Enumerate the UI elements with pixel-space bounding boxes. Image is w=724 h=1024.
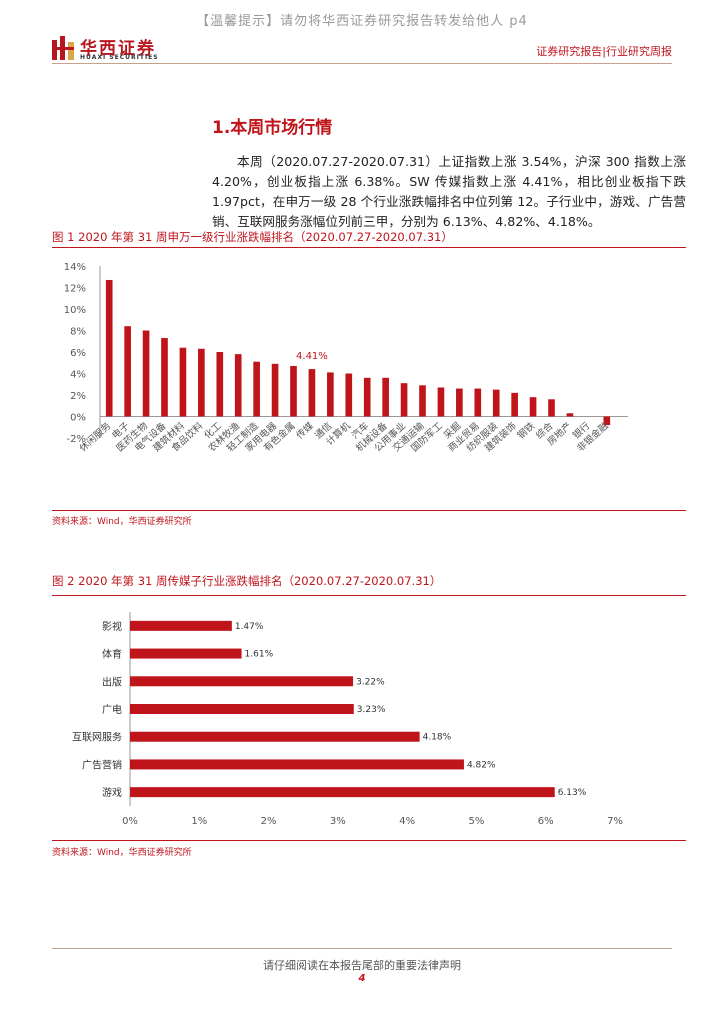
bar-4 (161, 338, 168, 417)
bar-22 (492, 389, 500, 417)
x-tick-label: 3% (330, 816, 346, 827)
bar-16 (382, 377, 389, 417)
x-tick-label: 1% (191, 816, 207, 827)
figure2-caption: 图 2 2020 年第 31 周传媒子行业涨跌幅排名（2020.07.27-20… (52, 574, 442, 588)
bar-7 (130, 787, 555, 798)
category-label: 游戏 (102, 786, 122, 799)
category-label: 互联网服务 (72, 731, 122, 744)
page-number: 4 (358, 973, 366, 984)
bar-9 (253, 361, 260, 417)
bar-1 (130, 620, 232, 631)
bar-23 (511, 392, 518, 417)
bar-12 (308, 369, 316, 417)
y-tick-label: 14% (64, 262, 86, 273)
section-title: 1.本周市场行情 (212, 118, 333, 138)
category-label: 出版 (102, 675, 122, 688)
x-tick-label: 6% (538, 816, 554, 827)
bar-20 (456, 388, 463, 417)
data-label: 4.18% (423, 733, 452, 743)
category-label: 广告营销 (82, 758, 122, 771)
bar-6 (198, 348, 205, 417)
bar-13 (327, 372, 334, 417)
x-tick-label: 钢铁 (515, 419, 538, 441)
x-tick-label: 2% (261, 816, 277, 827)
bar-14 (345, 373, 353, 417)
market-summary-paragraph: 本周（2020.07.27-2020.07.31）上证指数上涨 3.54%，沪深… (212, 152, 686, 232)
bar-5 (130, 731, 420, 742)
bar-15 (363, 377, 371, 417)
figure1-bottom-rule (52, 510, 686, 511)
header-divider (52, 63, 672, 64)
y-tick-label: 6% (70, 348, 86, 359)
category-label: 影视 (102, 620, 122, 633)
bar-1 (105, 279, 113, 417)
logo-mark-icon (52, 36, 74, 60)
figure1-top-rule (52, 247, 686, 248)
bar-4 (130, 704, 354, 714)
data-label: 6.13% (558, 788, 587, 798)
y-tick-label: 4% (70, 370, 86, 381)
data-label: 4.41% (296, 351, 328, 362)
bar-8 (234, 354, 242, 417)
figure2-source: 资料来源：Wind，华西证券研究所 (52, 848, 192, 858)
figure1-source: 资料来源：Wind，华西证券研究所 (52, 517, 192, 527)
bar-3 (130, 676, 354, 687)
data-label: 4.82% (467, 760, 496, 770)
y-tick-label: 10% (64, 305, 86, 316)
bar-5 (179, 347, 187, 417)
bar-7 (216, 352, 224, 417)
x-tick-label: 4% (399, 816, 415, 827)
bar-26 (566, 413, 574, 417)
y-tick-label: 8% (70, 327, 86, 338)
bar-17 (400, 383, 408, 417)
bar-10 (271, 363, 279, 417)
y-tick-label: -2% (67, 434, 86, 445)
data-label: 1.61% (245, 650, 274, 660)
bar-6 (130, 759, 464, 770)
figure1-caption: 图 1 2020 年第 31 周申万一级行业涨跌幅排名（2020.07.27-2… (52, 230, 453, 244)
data-label: 3.23% (357, 705, 386, 715)
bar-19 (437, 387, 445, 417)
x-tick-label: 5% (468, 816, 484, 827)
bar-2 (124, 326, 131, 417)
media-subindustry-bar-chart: 影视 1.47% 体育 1.61% 出版 3.22% 广电 3.23% 互联网服务 4.18% 广告… (72, 612, 623, 827)
logo-name-cn: 华西证券 (80, 39, 156, 59)
bar-21 (474, 388, 482, 417)
category-label: 广电 (102, 703, 122, 716)
footer-disclaimer: 请仔细阅读在本报告尾部的重要法律声明 (263, 959, 461, 972)
bar-3 (142, 330, 150, 417)
industry-returns-bar-chart: 14%12%10%8%6%4%2%0%-2%休闲服务电子医药生物电气设备建筑材料… (64, 262, 628, 454)
figure2-bottom-rule (52, 840, 686, 841)
report-type-label: 证券研究报告|行业研究周报 (536, 45, 672, 58)
bar-24 (529, 397, 537, 417)
bar-28 (603, 416, 611, 426)
y-tick-label: 0% (70, 413, 86, 424)
bar-25 (548, 399, 555, 417)
figure2-top-rule (52, 595, 686, 596)
footer-divider (52, 948, 672, 949)
data-label: 3.22% (356, 677, 385, 687)
bar-2 (130, 648, 242, 659)
category-label: 体育 (102, 648, 122, 661)
bar-11 (290, 365, 297, 417)
watermark-text: 【温馨提示】请勿将华西证券研究报告转发给他人 p4 (196, 14, 528, 29)
y-tick-label: 12% (64, 284, 86, 295)
bar-18 (419, 385, 426, 417)
paragraph-text: 本周（2020.07.27-2020.07.31）上证指数上涨 3.54%，沪深… (212, 154, 686, 229)
x-tick-label: 7% (607, 816, 623, 827)
company-logo: 华西证券 HUAXI SECURITIES (52, 34, 162, 64)
x-tick-label: 0% (122, 816, 138, 827)
y-tick-label: 2% (70, 391, 86, 402)
data-label: 1.47% (235, 622, 264, 632)
x-tick-label: 传媒 (294, 419, 317, 441)
logo-name-en: HUAXI SECURITIES (80, 54, 159, 61)
